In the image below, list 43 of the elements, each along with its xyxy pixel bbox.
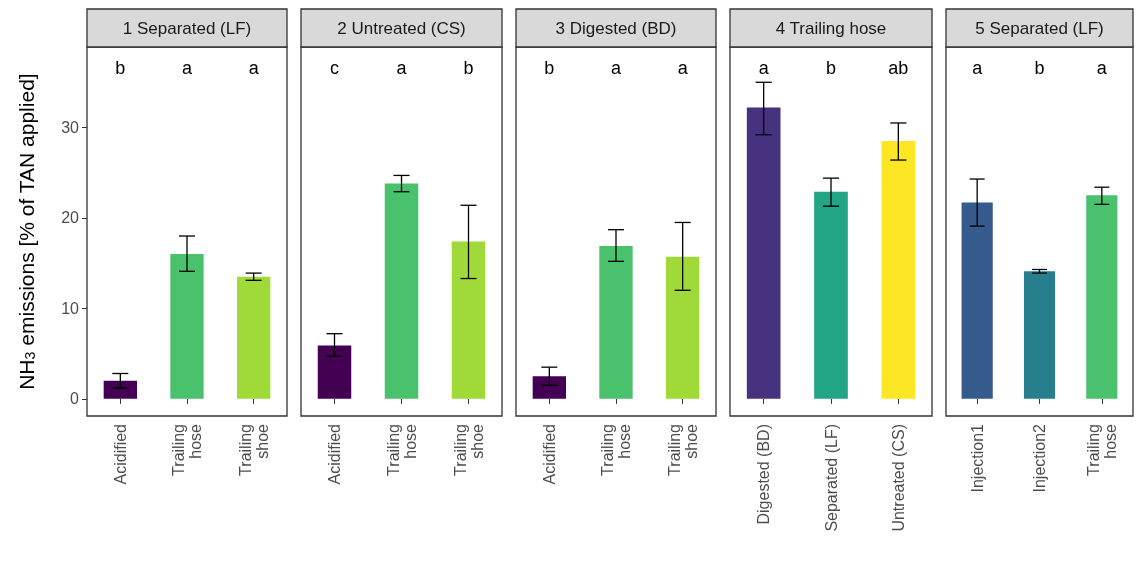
x-tick-label: Separated (LF) (822, 424, 840, 532)
annotation: a (758, 58, 770, 78)
y-tick-label: 0 (70, 390, 80, 408)
annotation: b (825, 58, 837, 78)
chart-title: 1 Separated (LF) (122, 18, 252, 38)
chart-title: 4 Trailing hose (775, 18, 887, 38)
annotation: a (396, 58, 408, 78)
x-tick-label: Trailing shoe (665, 423, 700, 476)
chart-title: 5 Separated (LF) (975, 18, 1104, 38)
annotation: b (1034, 58, 1045, 78)
x-tick-label: Acidified (111, 424, 129, 485)
annotation: a (1096, 58, 1108, 78)
x-tick-label: Untreated (CS) (889, 424, 907, 532)
bar (237, 276, 271, 399)
y-tick-label: 30 (61, 118, 80, 136)
annotation: b (115, 58, 126, 78)
x-tick-label: Trailing shoe (451, 423, 486, 476)
x-tick-label: Trailing hose (599, 423, 633, 476)
annotation: a (181, 58, 193, 78)
x-tick-label: Trailing hose (1084, 423, 1119, 476)
chart-title: 2 Untreated (CS) (337, 18, 466, 38)
annotation: b (544, 58, 555, 78)
annotation: a (972, 58, 984, 78)
bar (170, 254, 204, 399)
y-axis-title: NH3 emissions [% of TAN applied] (15, 73, 38, 390)
annotation: a (677, 58, 689, 78)
x-tick-label: Acidified (540, 424, 558, 485)
y-tick-label: 20 (61, 209, 80, 227)
annotation: c (330, 58, 339, 78)
annotation: b (463, 58, 474, 78)
x-tick-label: Injection1 (968, 423, 986, 493)
x-tick-label: Acidified (326, 424, 343, 485)
chart-title: 3 Digested (BD) (555, 18, 677, 38)
annotation: a (248, 58, 260, 78)
x-tick-label: Trailing hose (170, 423, 204, 476)
x-tick-label: Injection2 (1031, 423, 1048, 493)
annotation: ab (888, 58, 909, 78)
annotation: a (610, 58, 622, 78)
x-tick-label: Trailing shoe (236, 423, 271, 476)
x-tick-label: Digested (BD) (755, 424, 773, 525)
y-tick-label: 10 (61, 299, 80, 317)
bar (103, 380, 137, 399)
x-tick-label: Trailing hose (384, 423, 419, 476)
